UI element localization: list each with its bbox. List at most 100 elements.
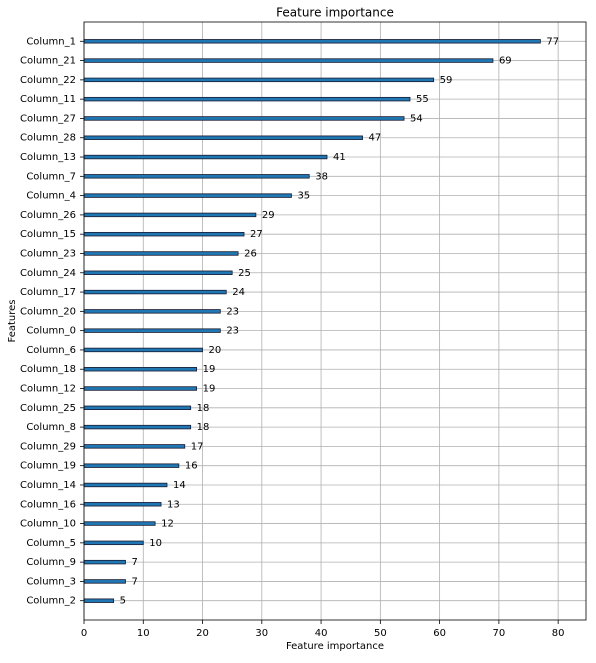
- bar: [83, 96, 411, 102]
- bar: [83, 309, 221, 314]
- data-label: 18: [197, 403, 210, 414]
- data-label: 10: [149, 538, 162, 549]
- bar: [83, 39, 541, 44]
- data-label: 14: [173, 480, 186, 491]
- data-label: 29: [262, 210, 275, 221]
- data-label: 35: [297, 191, 310, 202]
- data-label: 18: [197, 422, 210, 433]
- bar: [83, 598, 115, 603]
- data-label: 47: [369, 133, 382, 144]
- x-tick-label: 10: [137, 628, 150, 639]
- x-tick-label: 30: [255, 628, 268, 639]
- bar: [83, 521, 156, 526]
- data-label: 13: [167, 499, 180, 510]
- y-tick-label: Column_23: [20, 248, 76, 259]
- y-tick-label: Column_29: [20, 441, 76, 452]
- y-tick-label: Column_2: [26, 596, 76, 607]
- bar: [83, 579, 126, 584]
- data-label: 27: [250, 229, 263, 240]
- y-tick-label: Column_0: [26, 326, 76, 337]
- y-tick-label: Column_5: [26, 538, 76, 549]
- y-tick-label: Column_25: [20, 403, 76, 414]
- data-label: 19: [203, 384, 216, 395]
- bar: [83, 502, 162, 507]
- bar: [83, 289, 227, 295]
- y-tick-label: Column_17: [20, 287, 76, 298]
- bar: [83, 270, 233, 275]
- x-axis-label: Feature importance: [286, 641, 384, 652]
- x-tick-label: 20: [196, 628, 209, 639]
- y-tick-label: Column_22: [20, 75, 76, 86]
- y-tick-label: Column_12: [20, 384, 76, 395]
- data-label: 41: [333, 152, 346, 163]
- data-label: 25: [238, 268, 251, 279]
- data-label: 24: [232, 287, 245, 298]
- data-label: 26: [244, 248, 257, 259]
- data-label: 20: [209, 345, 222, 356]
- y-tick-label: Column_9: [26, 557, 76, 568]
- y-tick-label: Column_11: [20, 94, 76, 105]
- x-tick-label: 50: [374, 628, 387, 639]
- y-tick-label: Column_18: [20, 364, 76, 375]
- plot-frame: [83, 21, 587, 621]
- y-tick-label: Column_8: [26, 422, 76, 433]
- y-tick-label: Column_6: [26, 345, 76, 356]
- bar: [83, 328, 221, 333]
- y-tick-label: Column_28: [20, 133, 76, 144]
- bar: [83, 540, 144, 546]
- bar: [83, 116, 405, 121]
- bar: [83, 58, 494, 63]
- data-label: 12: [161, 519, 174, 530]
- x-tick-label: 0: [81, 628, 87, 639]
- bar: [83, 347, 203, 353]
- x-tick-label: 80: [552, 628, 565, 639]
- bar: [83, 367, 198, 372]
- data-label: 23: [226, 326, 239, 337]
- bar: [83, 231, 245, 237]
- y-tick-label: Column_20: [20, 306, 76, 317]
- data-label: 38: [315, 171, 328, 182]
- y-tick-label: Column_13: [20, 152, 76, 163]
- data-label: 17: [191, 441, 204, 452]
- data-label: 54: [410, 113, 423, 124]
- bar: [83, 424, 192, 430]
- y-tick-label: Column_21: [20, 56, 76, 67]
- y-tick-label: Column_3: [26, 576, 76, 587]
- bar: [83, 193, 292, 198]
- x-tick-label: 70: [493, 628, 506, 639]
- data-label: 69: [499, 56, 512, 67]
- data-label: 7: [131, 557, 137, 568]
- x-tick-label: 60: [433, 628, 446, 639]
- data-label: 19: [203, 364, 216, 375]
- bar: [83, 386, 198, 391]
- bar: [83, 405, 192, 411]
- y-tick-label: Column_1: [26, 36, 76, 47]
- data-label: 77: [546, 36, 559, 47]
- bar: [83, 212, 257, 218]
- data-label: 16: [185, 461, 198, 472]
- bar: [83, 77, 435, 83]
- bar: [83, 174, 310, 179]
- data-label: 23: [226, 306, 239, 317]
- bar: [83, 444, 186, 449]
- bar: [83, 154, 328, 160]
- y-tick-label: Column_24: [20, 268, 76, 279]
- data-label: 7: [131, 576, 137, 587]
- bar: [83, 463, 180, 468]
- bar: [83, 135, 363, 140]
- y-tick-label: Column_4: [26, 191, 76, 202]
- y-tick-label: Column_15: [20, 229, 76, 240]
- y-tick-label: Column_14: [20, 480, 76, 491]
- y-tick-label: Column_19: [20, 461, 76, 472]
- data-label: 55: [416, 94, 429, 105]
- data-label: 5: [120, 596, 126, 607]
- y-tick-label: Column_10: [20, 519, 76, 530]
- x-tick-label: 40: [315, 628, 328, 639]
- y-tick-label: Column_27: [20, 113, 76, 124]
- y-axis-label: Features: [7, 300, 18, 343]
- bar: [83, 559, 126, 565]
- y-tick-label: Column_7: [26, 171, 76, 182]
- data-label: 59: [440, 75, 453, 86]
